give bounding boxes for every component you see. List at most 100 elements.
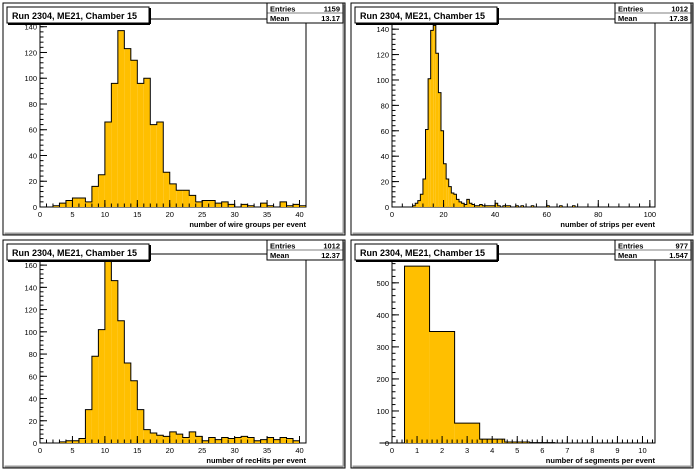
histogram-bin [505, 205, 509, 207]
histogram-bin [215, 203, 222, 207]
histogram-bin [124, 48, 131, 207]
histogram-bin [415, 203, 418, 207]
histogram-bin [280, 201, 287, 207]
x-tick-label: 60 [543, 210, 551, 219]
histogram-bin [497, 205, 501, 207]
histogram-bin [137, 83, 144, 207]
histogram-bin [286, 438, 294, 443]
histogram-bin [430, 30, 434, 207]
histogram-bin [515, 205, 519, 207]
y-tick-label: 40 [381, 152, 389, 161]
x-tick-label: 4 [490, 446, 494, 455]
histogram-pad: 0 5 10 15 20 25 30 35 40 0 20 40 60 80 100 120 140 number… [2, 2, 346, 236]
y-tick-label: 0 [385, 203, 389, 212]
stats-label: Entries [618, 5, 643, 14]
x-tick-label: 0 [390, 210, 394, 219]
histogram-bin [78, 197, 86, 207]
x-tick-label: 0 [38, 446, 42, 455]
histogram-bin [143, 429, 151, 443]
histogram-bin [111, 280, 118, 443]
histogram-bin [443, 163, 447, 207]
y-tick-label: 300 [376, 343, 389, 352]
x-tick-label: 40 [491, 210, 499, 219]
histogram-bin [477, 205, 480, 207]
histogram-bin [59, 441, 66, 443]
histogram-bin [59, 203, 66, 207]
histogram-bin [464, 204, 467, 207]
x-axis-title: number of strips per event [560, 220, 655, 229]
y-tick-label: 120 [24, 48, 37, 57]
histogram-bin [453, 194, 457, 207]
x-tick-label: 0 [38, 210, 42, 219]
histogram-bin [469, 203, 472, 207]
y-tick-label: 80 [29, 100, 37, 109]
histogram-bin [195, 201, 203, 207]
histogram-bin [440, 130, 444, 207]
stats-value: 1159 [324, 5, 340, 14]
histogram-bin [546, 205, 550, 207]
x-tick-label: 25 [198, 210, 206, 219]
histogram-bin [417, 200, 421, 207]
histogram-bin [182, 190, 190, 207]
histogram-bin [156, 435, 164, 443]
histogram-bin [176, 190, 183, 207]
histogram-bin [202, 200, 209, 207]
y-tick-label: 140 [24, 23, 37, 32]
plot-frame [39, 18, 307, 208]
y-tick-label: 100 [24, 328, 37, 337]
stats-label: Mean [270, 251, 290, 260]
histogram-bin [559, 205, 563, 207]
histogram-bin [293, 440, 300, 443]
y-tick-label: 100 [24, 74, 37, 83]
y-tick-label: 400 [376, 311, 389, 320]
x-tick-label: 30 [230, 210, 238, 219]
histogram-bin [484, 205, 488, 207]
y-tick-label: 120 [376, 51, 389, 60]
x-tick-label: 0 [390, 446, 394, 455]
histogram-bin [163, 172, 170, 207]
histogram-bin [520, 205, 524, 207]
histogram-bin [98, 174, 105, 207]
x-tick-label: 10 [101, 446, 109, 455]
histogram-bin [52, 205, 60, 207]
y-tick-label: 60 [381, 127, 389, 136]
y-tick-label: 120 [24, 306, 37, 315]
histogram-bin [104, 258, 112, 443]
histogram-bin [91, 356, 99, 443]
y-tick-label: 40 [29, 395, 37, 404]
y-tick-label: 200 [376, 375, 389, 384]
histogram-bin [438, 92, 441, 207]
histogram-bin [572, 205, 576, 207]
stats-label: Mean [618, 14, 638, 23]
histogram-bin [286, 205, 294, 207]
y-tick-label: 80 [29, 350, 37, 359]
x-tick-label: 15 [133, 446, 141, 455]
histogram-bin [208, 200, 216, 207]
histogram-bin [117, 30, 125, 208]
y-tick-label: 60 [29, 126, 37, 135]
histogram-bin [247, 205, 255, 207]
histogram-bin [420, 194, 423, 207]
chart-title: Run 2304, ME21, Chamber 15 [360, 11, 485, 21]
histogram-bin [189, 431, 196, 443]
histogram-bin [482, 205, 485, 207]
histogram-bin [280, 437, 287, 443]
x-tick-label: 3 [465, 446, 469, 455]
y-tick-label: 140 [24, 283, 37, 292]
histogram-bin [429, 331, 455, 443]
histogram-bin [78, 438, 86, 443]
histogram-bin [247, 437, 255, 443]
histogram-bin [267, 437, 274, 443]
histogram-bin [448, 186, 452, 207]
x-tick-label: 40 [295, 210, 303, 219]
y-tick-label: 100 [376, 76, 389, 85]
histogram-bin [446, 179, 449, 207]
y-tick-label: 20 [29, 177, 37, 186]
histogram-pad: 0 20 40 60 80 100 0 20 40 60 80 100 120 140 number of … [350, 2, 694, 236]
histogram-bin [111, 83, 118, 207]
stats-value: 1.547 [669, 251, 688, 260]
histogram-bin [461, 203, 465, 207]
y-tick-label: 20 [381, 178, 389, 187]
